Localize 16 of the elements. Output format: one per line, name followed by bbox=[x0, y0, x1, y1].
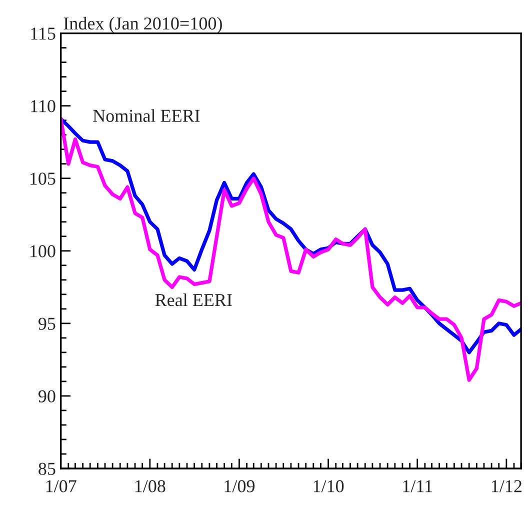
y-tick-label: 115 bbox=[31, 28, 56, 40]
y-tick-label: 90 bbox=[38, 390, 56, 402]
x-tick-label: 1/09 bbox=[224, 480, 255, 492]
y-tick-label: 95 bbox=[38, 318, 56, 330]
series-label: Real EERI bbox=[155, 293, 232, 306]
y-tick-label: 100 bbox=[30, 245, 56, 258]
y-tick-label: 105 bbox=[30, 172, 56, 185]
y-axis-title: Index (Jan 2010=100) bbox=[64, 16, 222, 34]
x-tick-label: 1/07 bbox=[46, 480, 76, 492]
x-tick-label: 1/11 bbox=[403, 480, 432, 492]
x-tick-label: 1/10 bbox=[314, 480, 344, 492]
x-tick-label: 1/08 bbox=[135, 480, 166, 492]
y-tick-label: 85 bbox=[38, 462, 56, 475]
y-tick-label: 110 bbox=[31, 100, 56, 112]
series-label: Nominal EERI bbox=[93, 109, 200, 122]
x-tick-label: 1/12 bbox=[492, 480, 522, 492]
